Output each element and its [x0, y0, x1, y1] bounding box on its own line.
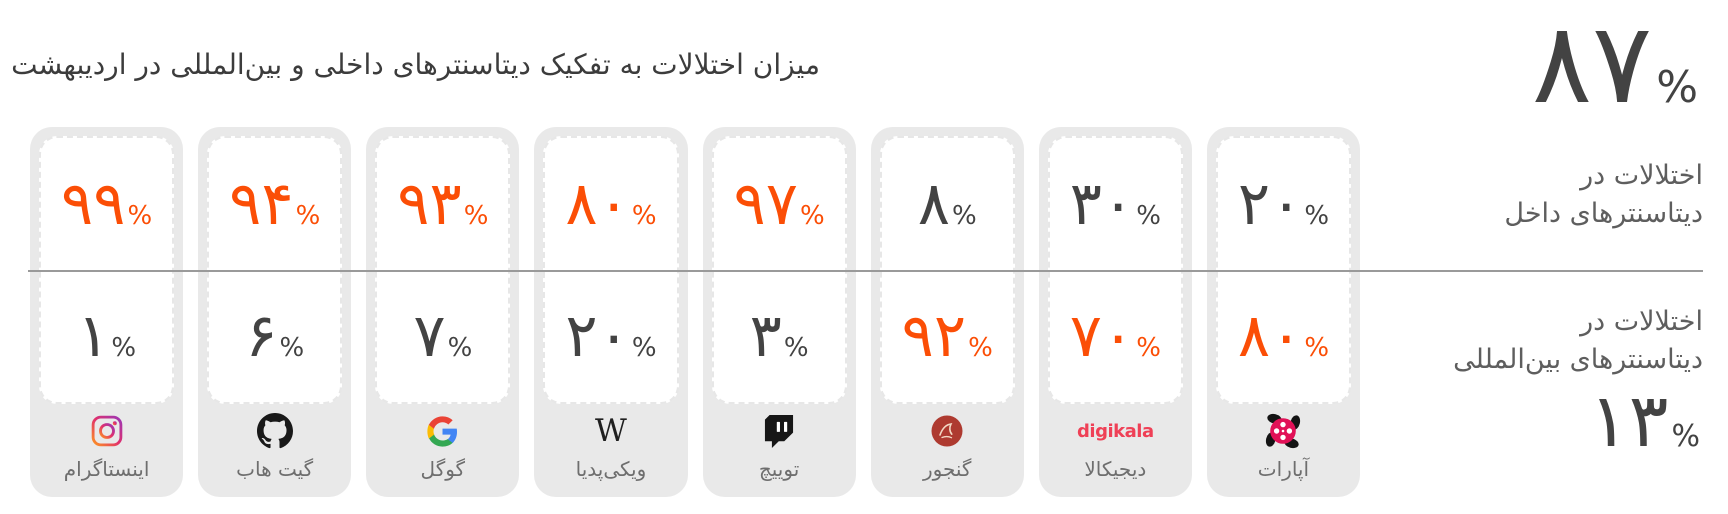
aparat-icon: [1207, 411, 1360, 451]
domestic-row-label: اختلالات در دیتاسنترهای داخل: [1504, 160, 1703, 229]
ganjoor-icon: [871, 411, 1024, 451]
domestic-value: ۹۳%: [397, 169, 489, 239]
service-name: گنجور: [922, 457, 972, 481]
domestic-value: ۹۷%: [733, 169, 825, 239]
service-card-github: ۹۴% ۶% گیت هاب: [198, 127, 352, 497]
domestic-value: ۸۰%: [565, 169, 657, 239]
service-name: اینستاگرام: [63, 457, 150, 481]
domestic-total-number: ۸۷: [1531, 0, 1653, 129]
google-icon: [366, 411, 519, 451]
percent-sign: %: [1671, 419, 1700, 454]
instagram-icon: [30, 411, 183, 451]
domestic-value: ۸%: [917, 169, 977, 239]
international-value: ۷%: [413, 301, 473, 371]
page-title: میزان اختلالات به تفکیک دیتاسنترهای داخل…: [0, 48, 820, 81]
service-name: آپارات: [1257, 457, 1310, 481]
international-total-number: ۱۳: [1588, 378, 1669, 464]
domestic-total-stat: ۸۷ %: [1532, 8, 1698, 120]
domestic-value: ۹۴%: [229, 169, 321, 239]
international-value: ۹۲%: [901, 301, 993, 371]
service-name: گیت هاب: [236, 457, 314, 481]
service-name: توییچ: [758, 457, 800, 481]
github-icon: [198, 411, 351, 451]
international-value: ۳%: [749, 301, 809, 371]
service-name: دیجیکالا: [1084, 457, 1147, 481]
wikipedia-icon: W: [595, 412, 627, 449]
twitch-icon: [703, 411, 856, 451]
service-card-aparat: ۲۰% ۸۰%: [1206, 127, 1360, 497]
domestic-value: ۹۹%: [60, 169, 153, 239]
international-row-label: اختلالات در دیتاسنترهای بین‌المللی: [1453, 306, 1703, 375]
service-card-ganjoor: ۸% ۹۲% گنجور: [870, 127, 1024, 497]
service-card-twitch: ۹۷% ۳% توییچ: [702, 127, 856, 497]
rows-divider-line: [28, 270, 1703, 272]
domestic-value: ۲۰%: [1237, 169, 1330, 239]
international-total-stat: ۱۳ %: [1589, 384, 1700, 458]
percent-sign: %: [1656, 62, 1698, 113]
service-card-instagram: ۹۹% ۱%: [30, 127, 184, 497]
service-card-google: ۹۳% ۷% گوگل: [366, 127, 520, 497]
service-name: ویکی‌پدیا: [575, 457, 647, 481]
international-value: ۸۰%: [1237, 301, 1330, 371]
digikala-icon: digikala: [1077, 420, 1154, 442]
international-value: ۶%: [245, 301, 305, 371]
domestic-value: ۳۰%: [1069, 169, 1161, 239]
services-cards-row: ۲۰% ۸۰%: [30, 127, 1360, 497]
service-card-digikala: ۳۰% ۷۰% digikala دیجیکالا: [1038, 127, 1192, 497]
international-value: ۷۰%: [1069, 301, 1161, 371]
service-name: گوگل: [420, 457, 466, 481]
international-value: ۲۰%: [565, 301, 657, 371]
international-value: ۱%: [77, 301, 137, 371]
service-card-wikipedia: ۸۰% ۲۰% W ویکی‌پدیا: [534, 127, 688, 497]
